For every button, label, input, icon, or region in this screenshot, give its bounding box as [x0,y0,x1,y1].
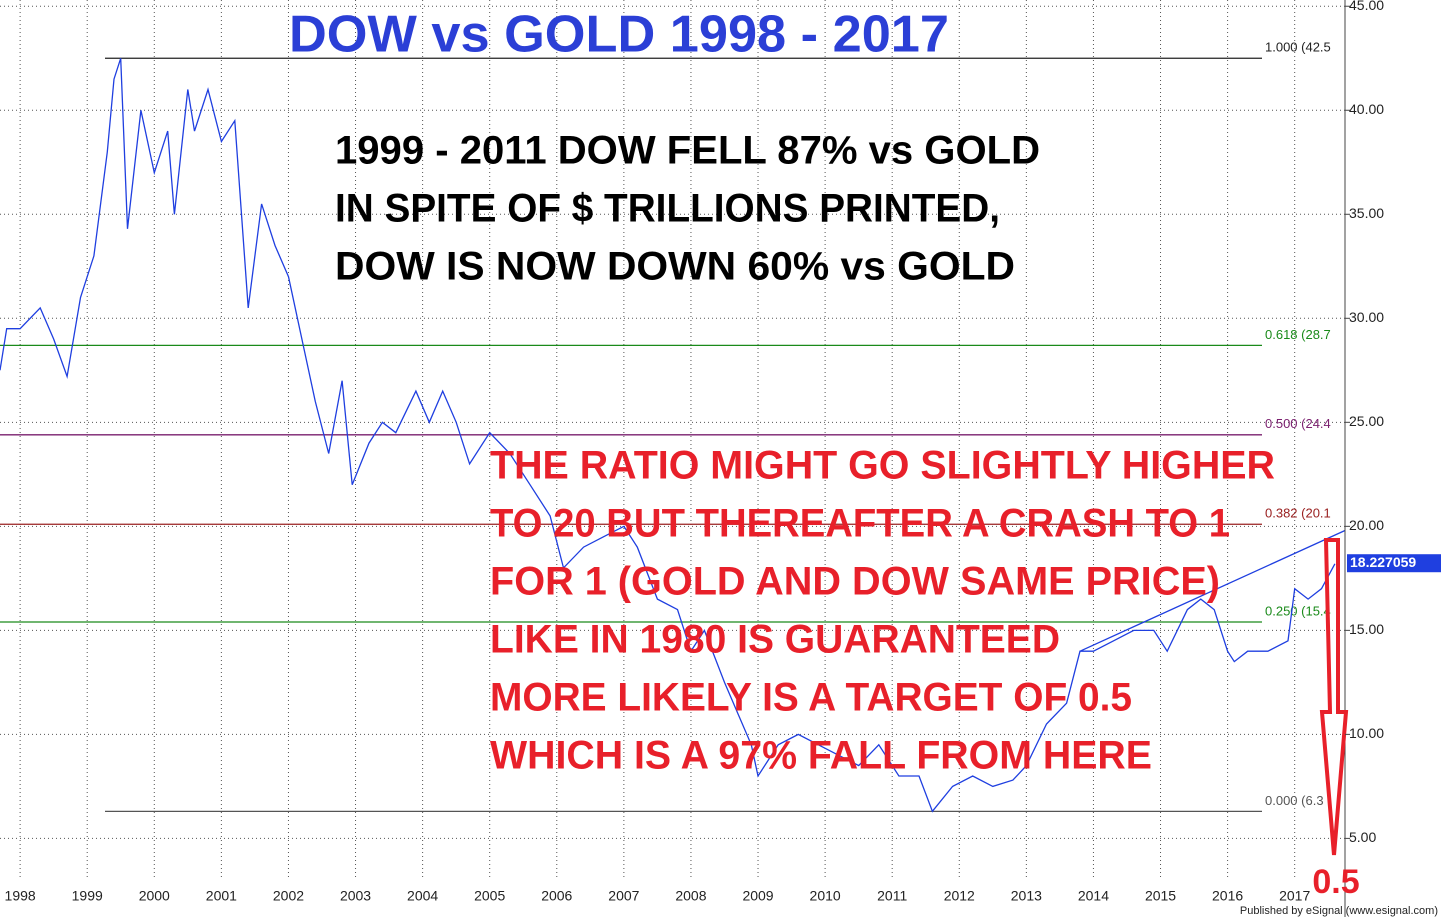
x-tick-label: 2008 [675,888,706,904]
plot: 1.000 (42.5 0.618 (28.7 0.500 (24.4 0.382 (… [0,40,1346,813]
x-tick-label: 2011 [877,888,907,904]
forecast-text: TO 20 BUT THEREAFTER A CRASH TO 1 [490,502,1230,546]
x-tick-label: 2017 [1279,888,1310,904]
y-tick-label: 40.00 [1349,101,1384,117]
x-tick-label: 2007 [608,888,639,904]
y-tick-label: 45.00 [1349,0,1384,13]
x-tick-label: 2004 [407,888,438,904]
y-tick-label: 15.00 [1349,621,1384,637]
annotation: DOW IS NOW DOWN 60% vs GOLD [335,245,1015,289]
forecast-text: LIKE IN 1980 IS GUARANTEED [490,618,1060,662]
fib-label: 0.382 (20.1 [1265,506,1331,521]
grid [0,0,1345,880]
x-tick-label: 2001 [206,888,237,904]
fib-label: 0.500 (24.4 [1265,416,1331,431]
annotation: IN SPITE OF $ TRILLIONS PRINTED, [335,187,1000,231]
annotations: 1999 - 2011 DOW FELL 87% vs GOLD IN SPITE… [335,129,1275,778]
x-tick-label: 2012 [944,888,975,904]
x-tick-label: 2016 [1212,888,1243,904]
x-tick-label: 2014 [1078,888,1109,904]
trend-line [1079,529,1346,652]
x-tick-label: 2010 [810,888,841,904]
forecast-text: THE RATIO MIGHT GO SLIGHTLY HIGHER [490,444,1275,488]
fib-label: 0.618 (28.7 [1265,327,1331,342]
y-tick-label: 10.00 [1349,725,1384,741]
forecast-text: FOR 1 (GOLD AND DOW SAME PRICE) [490,560,1220,604]
x-tick-label: 1999 [72,888,103,904]
forecast-text: MORE LIKELY IS A TARGET OF 0.5 [490,676,1132,720]
x-tick-label: 2002 [273,888,304,904]
target-label: 0.5 [1312,863,1359,901]
chart-title: DOW vs GOLD 1998 - 2017 [289,6,949,64]
fib-label: 0.000 (6.3 [1265,793,1324,808]
y-tick-label: 20.00 [1349,517,1384,533]
x-tick-label: 2013 [1011,888,1042,904]
y-tick-label: 35.00 [1349,205,1384,221]
arrow [1319,538,1349,856]
credit: Published by eSignal (www.esignal.com) [1240,905,1438,917]
x-tick-label: 2006 [541,888,572,904]
forecast-text: WHICH IS A 97% FALL FROM HERE [490,734,1152,778]
y-tick-label: 5.00 [1349,829,1376,845]
price-line [0,58,1336,813]
fib-label: 0.250 (15.4 [1265,603,1331,618]
last-value-label: 18.227059 [1350,554,1416,570]
x-tick-label: 2000 [139,888,170,904]
last-value-box [1347,554,1441,573]
x-tick-label: 2005 [474,888,505,904]
y-tick-label: 25.00 [1349,413,1384,429]
x-tick-label: 2015 [1145,888,1176,904]
annotation: 1999 - 2011 DOW FELL 87% vs GOLD [335,129,1040,173]
x-tick-label: 2009 [742,888,773,904]
x-tick-label: 1998 [5,888,36,904]
y-tick-label: 30.00 [1349,309,1384,325]
fib-label: 1.000 (42.5 [1265,40,1331,55]
x-tick-label: 2003 [340,888,371,904]
